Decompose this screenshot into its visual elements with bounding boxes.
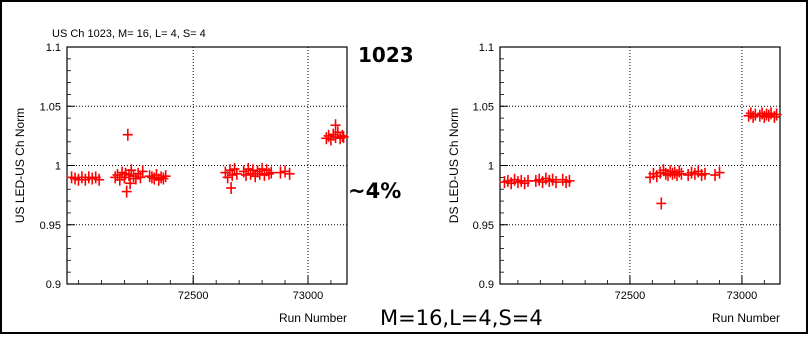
data-point xyxy=(257,163,268,176)
data-point xyxy=(231,167,242,180)
chart-title: US Ch 1023, M= 16, L= 4, S= 4 xyxy=(52,28,206,40)
data-point xyxy=(754,109,765,122)
data-point xyxy=(714,166,725,179)
data-point xyxy=(669,166,680,179)
plot-left: 0.9 0.95 1 1.05 1.1 72500 73000 US Ch 1023, M= … xyxy=(13,28,349,325)
data-point xyxy=(321,132,332,145)
y-axis-label: DS LED-US Ch Norm xyxy=(447,108,461,223)
data-point xyxy=(144,170,155,183)
data-point xyxy=(226,182,237,195)
data-point xyxy=(114,173,125,186)
data-point xyxy=(748,110,759,123)
y-tick-label: 1.1 xyxy=(479,42,494,54)
x-tick-label: 72500 xyxy=(615,290,646,302)
data-point xyxy=(771,108,782,121)
data-point xyxy=(128,170,139,183)
y-tick-label: 1 xyxy=(488,161,494,173)
data-point xyxy=(241,168,252,181)
data-point xyxy=(94,173,105,186)
data-point xyxy=(263,167,274,180)
data-point xyxy=(247,164,258,177)
data-point xyxy=(137,165,148,178)
plot-area xyxy=(66,46,348,285)
percent-annotation: ~4% xyxy=(348,179,401,203)
y-tick-label: 0.9 xyxy=(46,279,61,291)
data-point xyxy=(338,131,349,144)
x-tick-label: 73000 xyxy=(727,290,758,302)
data-point xyxy=(564,174,575,187)
data-point xyxy=(110,171,121,184)
y-tick-label: 1 xyxy=(55,161,61,173)
y-tick-label: 0.9 xyxy=(479,279,494,291)
data-point xyxy=(337,129,348,142)
data-point xyxy=(665,165,676,178)
y-tick-label: 1.05 xyxy=(473,101,494,113)
data-point xyxy=(160,170,171,183)
data-point xyxy=(328,128,339,141)
data-point xyxy=(135,171,146,184)
y-tick-label: 1.05 xyxy=(40,101,61,113)
data-point xyxy=(122,128,133,141)
data-point xyxy=(769,110,780,123)
data-point xyxy=(551,176,561,189)
data-point xyxy=(674,165,685,178)
data-point xyxy=(266,166,277,179)
data-point xyxy=(330,119,341,132)
channel-annotation: 1023 xyxy=(358,43,414,67)
data-point xyxy=(759,110,770,123)
data-point xyxy=(125,177,136,190)
data-point xyxy=(222,171,233,184)
data-point xyxy=(227,168,238,181)
x-tick-label: 73000 xyxy=(293,290,324,302)
data-point xyxy=(667,167,678,180)
data-point xyxy=(153,173,164,186)
data-point xyxy=(676,167,687,180)
plot-area xyxy=(499,46,781,285)
data-point xyxy=(750,108,761,121)
data-point xyxy=(121,185,132,198)
data-point xyxy=(158,172,169,185)
data-point xyxy=(743,109,754,122)
data-point xyxy=(699,167,710,180)
data-point xyxy=(126,164,137,177)
data-point xyxy=(252,165,263,178)
plot-right: 0.9 0.95 1 1.05 1.1 72500 73000 DS LED-US Ch No… xyxy=(447,42,782,325)
y-tick-label: 0.95 xyxy=(40,220,61,232)
params-annotation: M=16,L=4,S=4 xyxy=(380,306,543,330)
y-axis-label: US LED-US Ch Norm xyxy=(13,108,27,223)
data-point xyxy=(146,171,157,184)
x-tick-label: 72500 xyxy=(178,290,209,302)
data-point xyxy=(761,108,772,121)
y-tick-label: 1.1 xyxy=(46,42,61,54)
figure-canvas: 0.9 0.95 1 1.05 1.1 72500 73000 US Ch 1023, M= … xyxy=(13,28,782,330)
data-point xyxy=(710,168,721,181)
data-point xyxy=(280,165,291,178)
y-tick-label: 0.95 xyxy=(473,220,494,232)
x-axis-label: Run Number xyxy=(279,311,347,325)
data-point xyxy=(156,171,167,184)
data-point xyxy=(284,167,295,180)
data-point xyxy=(656,197,667,210)
data-point xyxy=(275,166,286,179)
x-axis-label: Run Number xyxy=(712,311,780,325)
data-point xyxy=(763,109,774,122)
